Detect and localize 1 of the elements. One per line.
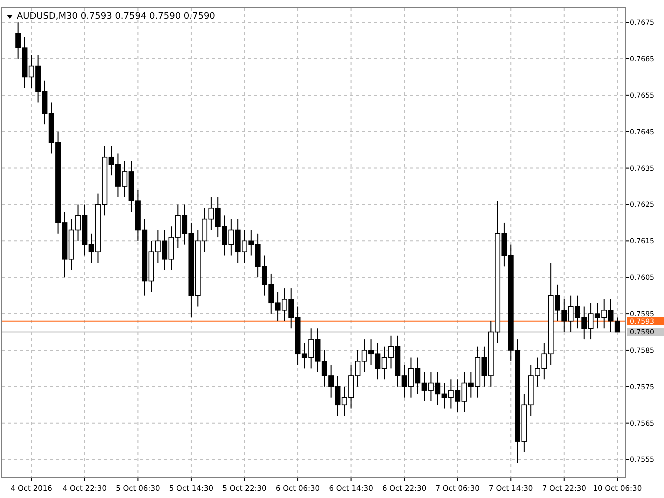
chart-title: AUDUSD,M30 0.7593 0.7594 0.7590 0.7590 (17, 12, 216, 22)
